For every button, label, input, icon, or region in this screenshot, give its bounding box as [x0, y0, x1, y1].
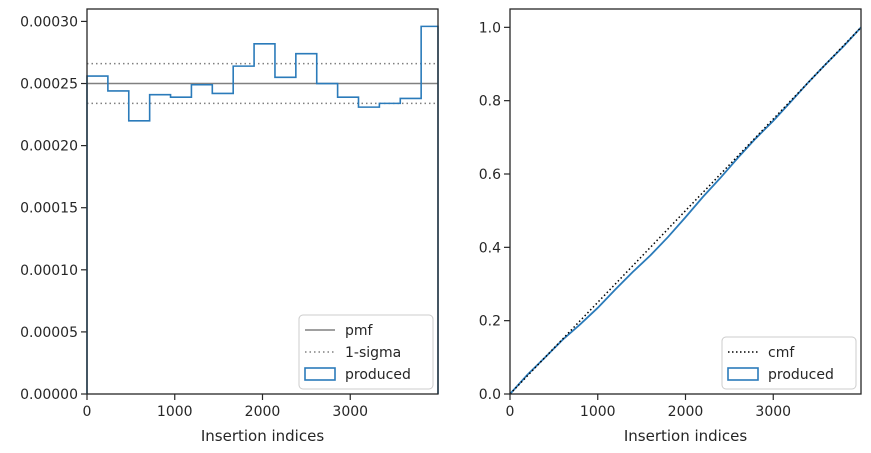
x-tick-label: 2000: [668, 404, 704, 420]
legend-swatch-produced: [304, 367, 336, 381]
y-tick-label: 0.00010: [20, 263, 78, 279]
y-tick-label: 0.00020: [20, 139, 78, 155]
legend-label-produced: produced: [768, 367, 834, 383]
plot-frame: [509, 8, 862, 395]
legend-box: [298, 314, 434, 390]
y-tick-label: 0.00015: [20, 201, 78, 217]
legend-label-produced: produced: [345, 367, 411, 383]
legend-box: [721, 336, 857, 390]
y-tick-label: 0.6: [479, 167, 501, 183]
x-axis-label: Insertion indices: [624, 427, 747, 445]
x-tick-label: 1000: [157, 404, 193, 420]
x-tick-label: 3000: [755, 404, 791, 420]
y-tick-label: 0.00000: [20, 387, 78, 403]
y-tick-label: 0.4: [479, 240, 501, 256]
x-axis-label: Insertion indices: [201, 427, 324, 445]
y-tick-label: 0.00025: [20, 77, 78, 93]
cmf-line: [509, 26, 862, 395]
left-chart-pmf-histogram: 0 1000 2000 3000 0.00000 0.00005 0.00010 0.0001…: [20, 8, 439, 445]
y-tick-label: 0.0: [479, 387, 501, 403]
legend-label-sigma: 1-sigma: [345, 345, 401, 361]
y-tick-label: 0.2: [479, 314, 501, 330]
produced-cumulative-line: [509, 26, 862, 395]
x-tick-label: 3000: [332, 404, 368, 420]
y-tick-label: 1.0: [479, 20, 501, 36]
y-tick-label: 0.00005: [20, 325, 78, 341]
x-tick-label: 2000: [245, 404, 281, 420]
plot-frame: [86, 8, 439, 395]
legend-label-pmf: pmf: [345, 323, 374, 339]
legend-label-cmf: cmf: [768, 345, 795, 361]
x-tick-label: 1000: [580, 404, 616, 420]
legend-swatch-produced: [727, 367, 759, 381]
x-tick-label: 0: [83, 404, 92, 420]
y-tick-label: 0.8: [479, 94, 501, 110]
y-tick-label: 0.00030: [20, 14, 78, 30]
x-tick-label: 0: [506, 404, 515, 420]
produced-step-series: [86, 25, 439, 394]
right-chart-cmf-line: 0 1000 2000 3000 0.0 0.2 0.4 0.6 0.8 1.0 Insertion…: [479, 8, 862, 445]
